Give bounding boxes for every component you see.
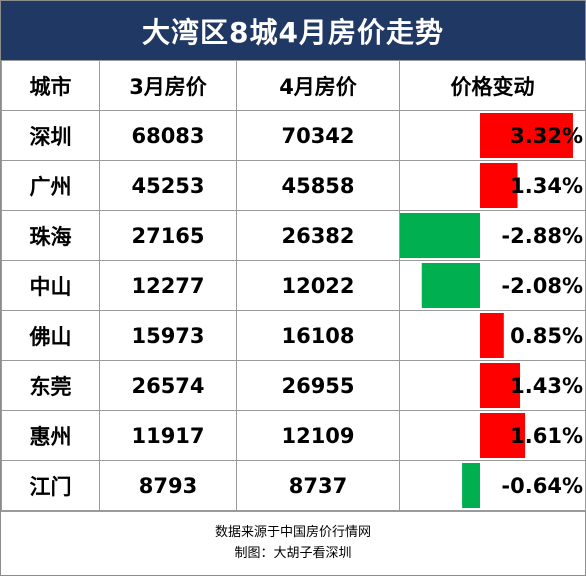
header-city: 城市 — [1, 60, 100, 111]
positive-change-bar — [480, 313, 504, 358]
table-row: 珠海 27165 26382 -2.88% — [1, 210, 586, 261]
table-row: 深圳 68083 70342 3.32% — [1, 110, 586, 161]
negative-change-bar — [462, 463, 480, 508]
cell-april-price: 45858 — [236, 160, 400, 211]
footer: 数据来源于中国房价行情网 制图：大胡子看深圳 — [1, 511, 585, 576]
cell-april-price: 70342 — [236, 110, 400, 161]
cell-city: 珠海 — [1, 210, 100, 261]
cell-march-price: 27165 — [99, 210, 237, 261]
cell-april-price: 26382 — [236, 210, 400, 261]
change-bar-chart: 1.61% — [480, 413, 583, 458]
change-bar-chart: -2.08% — [421, 263, 583, 308]
cell-april-price: 12109 — [236, 410, 400, 461]
positive-change-bar — [480, 413, 526, 458]
positive-change-bar — [480, 163, 518, 208]
positive-change-bar — [480, 363, 521, 408]
footer-source: 数据来源于中国房价行情网 — [214, 525, 371, 540]
change-bar-chart: -2.88% — [400, 213, 583, 258]
cell-city: 深圳 — [1, 110, 100, 161]
table-row: 江门 8793 8737 -0.64% — [1, 460, 586, 511]
change-label: -2.88% — [501, 224, 583, 248]
cell-change: 1.43% — [399, 360, 586, 411]
change-label: 1.34% — [510, 174, 583, 198]
cell-change: 1.34% — [399, 160, 586, 211]
negative-change-bar — [421, 263, 480, 308]
header-april: 4月房价 — [236, 60, 400, 111]
cell-march-price: 45253 — [99, 160, 237, 211]
table-row: 佛山 15973 16108 0.85% — [1, 310, 586, 361]
cell-change: 3.32% — [399, 110, 586, 161]
change-bar-chart: 3.32% — [480, 113, 583, 158]
change-label: 3.32% — [510, 124, 583, 148]
header-row: 城市 3月房价 4月房价 价格变动 — [1, 60, 586, 111]
cell-change: -0.64% — [399, 460, 586, 511]
change-bar-chart: 0.85% — [480, 313, 583, 358]
table-row: 惠州 11917 12109 1.61% — [1, 410, 586, 461]
cell-city: 江门 — [1, 460, 100, 511]
table-row: 中山 12277 12022 -2.08% — [1, 260, 586, 311]
chart-title: 大湾区8城4月房价走势 — [1, 1, 585, 60]
negative-change-bar — [400, 213, 480, 258]
change-bar-chart: -0.64% — [462, 463, 583, 508]
change-label: 0.85% — [510, 324, 583, 348]
positive-change-bar — [480, 113, 573, 158]
cell-march-price: 12277 — [99, 260, 237, 311]
cell-march-price: 26574 — [99, 360, 237, 411]
cell-march-price: 11917 — [99, 410, 237, 461]
cell-city: 中山 — [1, 260, 100, 311]
cell-march-price: 68083 — [99, 110, 237, 161]
price-table: 城市 3月房价 4月房价 价格变动 深圳 68083 70342 3.32% 广州 452… — [1, 60, 586, 511]
cell-april-price: 26955 — [236, 360, 400, 411]
cell-march-price: 15973 — [99, 310, 237, 361]
cell-city: 惠州 — [1, 410, 100, 461]
change-label: -0.64% — [501, 474, 583, 498]
cell-change: 1.61% — [399, 410, 586, 461]
cell-city: 佛山 — [1, 310, 100, 361]
change-bar-chart: 1.34% — [480, 163, 583, 208]
footer-credit: 制图：大胡子看深圳 — [234, 546, 352, 561]
cell-city: 东莞 — [1, 360, 100, 411]
header-march: 3月房价 — [99, 60, 237, 111]
header-change: 价格变动 — [399, 60, 586, 111]
change-label: 1.61% — [510, 424, 583, 448]
cell-change: 0.85% — [399, 310, 586, 361]
table-row: 东莞 26574 26955 1.43% — [1, 360, 586, 411]
cell-city: 广州 — [1, 160, 100, 211]
change-label: -2.08% — [501, 274, 583, 298]
change-label: 1.43% — [510, 374, 583, 398]
cell-march-price: 8793 — [99, 460, 237, 511]
cell-april-price: 8737 — [236, 460, 400, 511]
cell-april-price: 16108 — [236, 310, 400, 361]
change-bar-chart: 1.43% — [480, 363, 583, 408]
cell-change: -2.88% — [399, 210, 586, 261]
table-row: 广州 45253 45858 1.34% — [1, 160, 586, 211]
cell-change: -2.08% — [399, 260, 586, 311]
cell-april-price: 12022 — [236, 260, 400, 311]
